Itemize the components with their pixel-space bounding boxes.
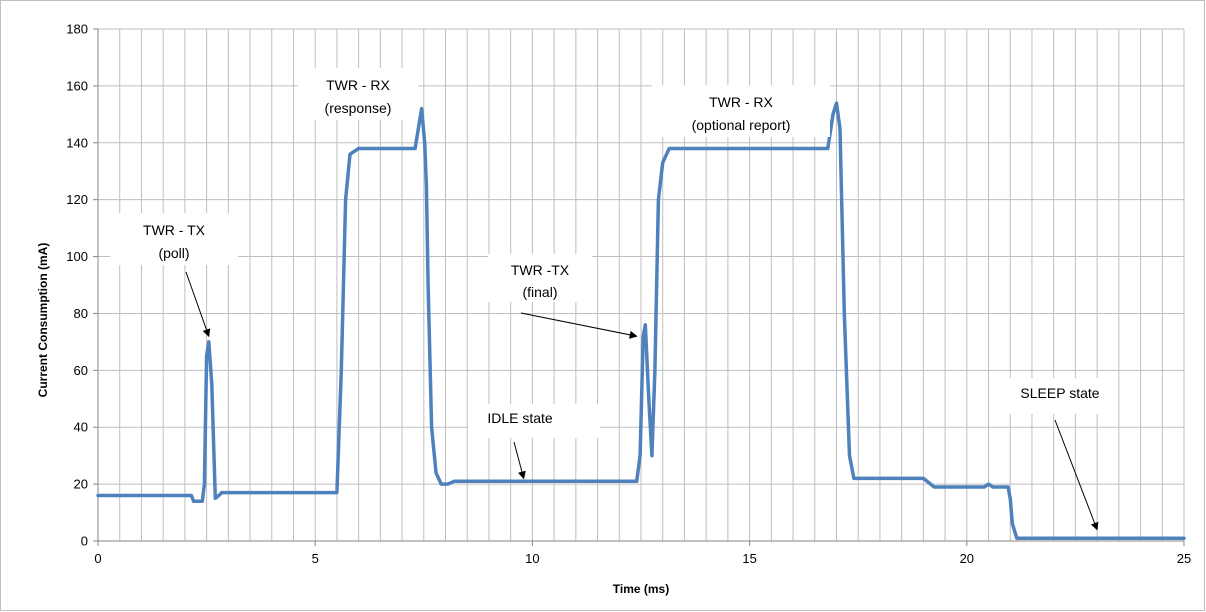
annotation-box <box>652 85 830 137</box>
y-tick-label: 160 <box>66 78 88 93</box>
annotation-arrow <box>1054 419 1099 531</box>
annotation-label: IDLE state <box>487 410 553 426</box>
annotation-box <box>298 68 418 120</box>
annotation: SLEEP state <box>1006 378 1116 531</box>
x-tick-label: 0 <box>94 551 101 566</box>
y-tick-label: 60 <box>74 363 88 378</box>
annotation-label: (poll) <box>158 245 189 261</box>
x-tick-label: 25 <box>1177 551 1191 566</box>
annotation-label: TWR - TX <box>143 222 206 238</box>
y-axis-title: Current Consumption (mA) <box>36 243 50 398</box>
annotations: TWR - TX (poll) TWR - RX (response) IDLE sta… <box>110 68 1116 531</box>
annotation-label: TWR - RX <box>709 94 773 110</box>
annotation-box <box>1006 378 1116 414</box>
annotation-label: (final) <box>522 284 557 300</box>
annotation-box <box>468 404 600 438</box>
annotation: TWR - RX (response) <box>298 68 418 120</box>
annotation: TWR -TX (final) <box>488 254 638 339</box>
annotation-label: TWR -TX <box>511 262 570 278</box>
y-tick-label: 100 <box>66 249 88 264</box>
y-tick-label: 140 <box>66 135 88 150</box>
x-tick-label: 15 <box>742 551 756 566</box>
axes: 0 20 40 60 80 100 120 140 160 180 0 5 10 15 20 25 <box>66 22 1191 567</box>
y-tick-label: 40 <box>74 420 88 435</box>
annotation: TWR - TX (poll) <box>110 213 238 338</box>
y-tick-label: 20 <box>74 477 88 492</box>
annotation: TWR - RX (optional report) <box>652 85 830 137</box>
y-tick-label: 120 <box>66 192 88 207</box>
x-axis-title: Time (ms) <box>613 582 669 596</box>
x-tick-label: 5 <box>312 551 319 566</box>
annotation-label: (response) <box>325 100 392 116</box>
y-tick-label: 80 <box>74 306 88 321</box>
current-series-line <box>96 101 1186 540</box>
annotation-label: (optional report) <box>692 117 791 133</box>
y-tick-label: 180 <box>66 22 88 37</box>
x-tick-label: 10 <box>525 551 539 566</box>
y-tick-label: 0 <box>81 534 88 549</box>
annotation-box <box>110 213 238 265</box>
annotation-box <box>488 254 592 302</box>
annotation-arrow <box>520 312 638 339</box>
annotation-label: SLEEP state <box>1020 385 1099 401</box>
annotation-arrow <box>185 271 211 338</box>
x-tick-label: 20 <box>960 551 974 566</box>
series-layer <box>96 101 1186 540</box>
annotation-label: TWR - RX <box>326 77 390 93</box>
annotation: IDLE state <box>468 404 600 480</box>
annotation-arrow <box>513 441 526 480</box>
